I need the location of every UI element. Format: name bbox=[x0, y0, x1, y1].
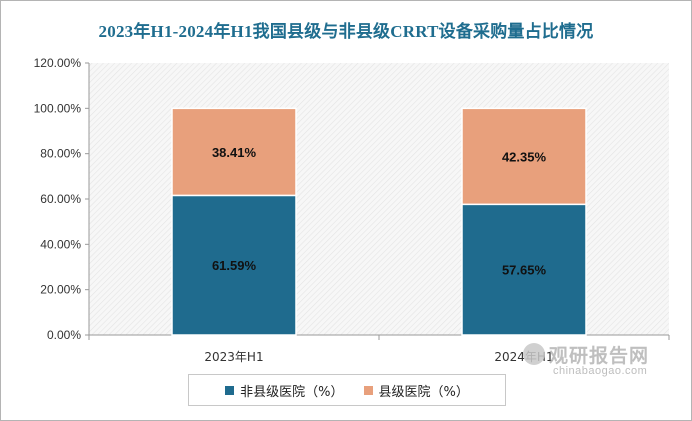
data-label: 57.65% bbox=[502, 263, 547, 278]
x-tick-label: 2024年H1 bbox=[494, 350, 553, 364]
data-label: 61.59% bbox=[212, 258, 257, 273]
y-tick-label: 80.00% bbox=[40, 147, 81, 161]
bar-segment bbox=[461, 203, 587, 336]
y-tick-label: 120.00% bbox=[34, 56, 82, 70]
legend: 非县级医院（%） 县级医院（%） bbox=[188, 374, 506, 406]
bar-segment bbox=[461, 107, 587, 206]
legend-item-county: 县级医院（%） bbox=[363, 381, 469, 400]
y-tick-label: 40.00% bbox=[40, 237, 81, 251]
y-tick-label: 20.00% bbox=[40, 283, 81, 297]
legend-label-county: 县级医院（%） bbox=[378, 384, 469, 400]
bar-segment bbox=[171, 194, 297, 336]
data-label: 42.35% bbox=[502, 149, 547, 164]
chart-title: 2023年H1-2024年H1我国县级与非县级CRRT设备采购量占比情况 bbox=[98, 22, 594, 41]
legend-swatch-non-county bbox=[225, 385, 235, 395]
legend-swatch-county bbox=[363, 385, 373, 395]
y-tick-label: 60.00% bbox=[40, 192, 81, 206]
bar-segment bbox=[171, 107, 297, 197]
legend-item-non-county: 非县级医院（%） bbox=[225, 381, 344, 400]
x-tick-label: 2023年H1 bbox=[204, 350, 263, 364]
y-tick-label: 0.00% bbox=[47, 328, 81, 342]
data-label: 38.41% bbox=[212, 145, 257, 160]
y-tick-label: 100.00% bbox=[34, 101, 82, 115]
legend-label-non-county: 非县级医院（%） bbox=[240, 384, 344, 400]
